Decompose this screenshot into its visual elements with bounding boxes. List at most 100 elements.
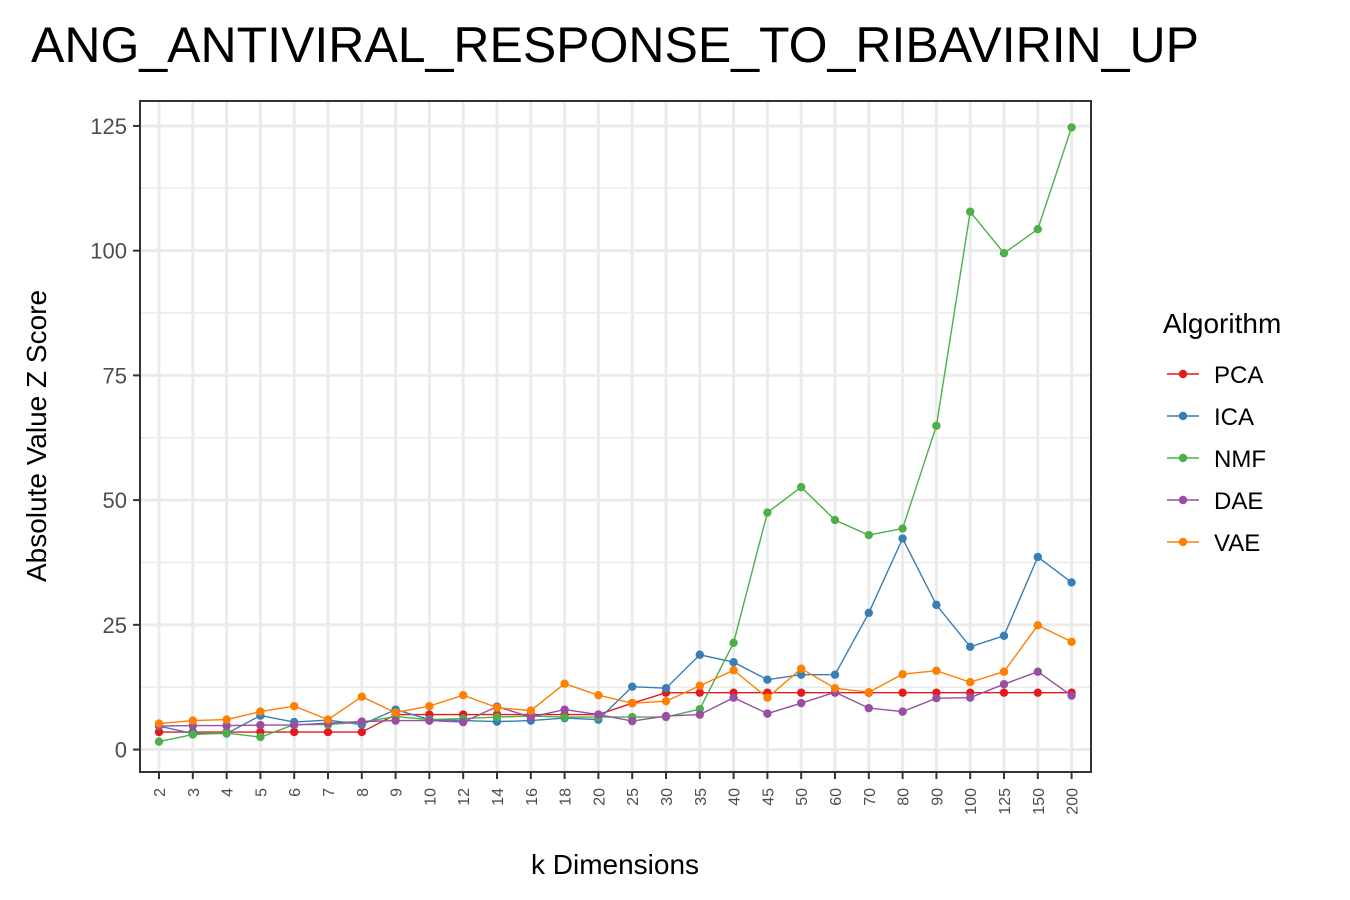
- data-point: [932, 693, 941, 703]
- data-point: [898, 524, 907, 533]
- data-point: [797, 670, 806, 679]
- data-point: [256, 732, 265, 742]
- data-point: [695, 710, 704, 719]
- data-point: [966, 207, 975, 216]
- data-point: [526, 712, 535, 722]
- data-point: [797, 698, 806, 708]
- data-point: [357, 692, 366, 701]
- data-point: [1067, 123, 1076, 132]
- data-point: [797, 482, 806, 492]
- data-point: [459, 717, 468, 727]
- data-point: [661, 711, 671, 721]
- data-point: [797, 688, 806, 697]
- data-point: [154, 737, 164, 746]
- grid-lines: [140, 101, 1091, 772]
- data-point: [932, 421, 941, 430]
- data-point: [864, 687, 873, 697]
- x-tick-label: 16: [524, 788, 541, 806]
- data-point: [830, 683, 840, 693]
- data-point: [898, 670, 907, 679]
- legend-label: VAE: [1214, 530, 1260, 557]
- x-axis-title: k Dimensions: [531, 849, 699, 880]
- series-line: [158, 624, 1072, 725]
- data-point: [154, 719, 164, 728]
- legend-label: DAE: [1214, 488, 1263, 515]
- data-point: [628, 716, 637, 726]
- data-point: [695, 650, 704, 659]
- x-tick-label: 100: [963, 788, 980, 815]
- legend-label: ICA: [1214, 404, 1254, 431]
- data-point: [999, 667, 1009, 676]
- data-point: [560, 679, 569, 688]
- data-point: [864, 608, 873, 618]
- data-point: [864, 703, 873, 713]
- x-tick-label: 4: [220, 788, 237, 797]
- plot-panel: [140, 101, 1091, 772]
- data-point: [1033, 225, 1043, 234]
- data-point: [357, 727, 366, 737]
- data-point: [729, 638, 738, 647]
- data-point: [763, 508, 772, 517]
- data-point: [222, 728, 231, 738]
- x-tick-label: 40: [727, 788, 744, 806]
- legend-item-ica: ICA: [1167, 404, 1254, 431]
- legend: Algorithm PCA ICA NMF DAE VAE: [1163, 308, 1281, 557]
- data-point: [999, 631, 1009, 641]
- legend-item-dae: DAE: [1167, 488, 1263, 515]
- legend-label: NMF: [1214, 446, 1266, 473]
- data-point: [323, 715, 333, 724]
- data-point: [661, 696, 671, 706]
- data-point: [966, 642, 975, 651]
- x-tick-label: 9: [389, 788, 406, 797]
- legend-key-point: [1178, 537, 1188, 547]
- x-tick-label: 7: [321, 788, 338, 797]
- series-layer: [154, 123, 1076, 746]
- x-tick-label: 90: [929, 788, 946, 806]
- data-point: [459, 690, 468, 700]
- data-point: [594, 710, 603, 719]
- data-point: [628, 698, 637, 708]
- x-tick-label: 10: [422, 788, 439, 806]
- data-point: [1067, 637, 1076, 646]
- data-point: [154, 727, 164, 737]
- data-point: [830, 670, 840, 679]
- data-point: [999, 248, 1009, 258]
- data-point: [391, 708, 400, 717]
- data-point: [695, 681, 704, 690]
- y-axis-title: Absolute Value Z Score: [21, 290, 52, 582]
- data-point: [1067, 578, 1076, 587]
- data-point: [966, 678, 975, 687]
- legend-item-vae: VAE: [1167, 530, 1260, 557]
- legend-item-pca: PCA: [1167, 362, 1263, 389]
- data-point: [357, 717, 366, 726]
- data-point: [729, 666, 738, 675]
- data-point: [222, 721, 231, 730]
- data-point: [222, 715, 231, 724]
- x-tick-label: 200: [1065, 788, 1082, 815]
- data-point: [256, 707, 265, 716]
- x-tick-label: 150: [1031, 788, 1048, 815]
- x-tick-label: 14: [490, 788, 507, 806]
- x-tick-label: 125: [997, 788, 1014, 815]
- data-point: [1033, 688, 1043, 697]
- series-dae: [154, 667, 1076, 731]
- data-point: [1033, 621, 1043, 630]
- x-tick-label: 80: [896, 788, 913, 806]
- data-point: [729, 658, 738, 667]
- data-point: [966, 693, 975, 702]
- data-point: [830, 515, 840, 525]
- data-point: [763, 709, 772, 718]
- y-tick-label: 0: [115, 738, 127, 763]
- y-tick-label: 125: [90, 114, 127, 139]
- x-tick-label: 3: [186, 788, 203, 797]
- data-point: [323, 727, 333, 737]
- data-point: [898, 707, 907, 716]
- series-line: [158, 670, 1073, 727]
- data-point: [864, 530, 873, 540]
- data-point: [492, 712, 502, 722]
- data-point: [932, 666, 941, 675]
- data-point: [188, 730, 197, 739]
- x-tick-label: 18: [558, 788, 575, 806]
- x-tick-label: 35: [693, 788, 710, 806]
